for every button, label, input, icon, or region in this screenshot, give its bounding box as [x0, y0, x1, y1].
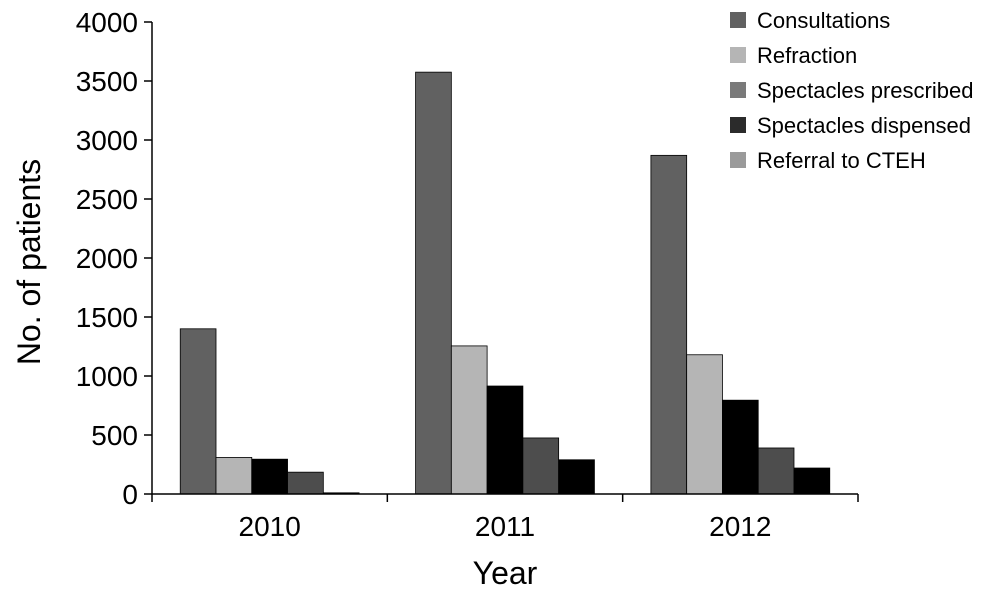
y-tick-label: 1000 — [76, 361, 138, 392]
bars — [179, 71, 831, 495]
legend-swatch — [730, 117, 746, 133]
y-tick-label: 2500 — [76, 184, 138, 215]
bar-refraction-2011 — [450, 345, 488, 495]
legend-label: Referral to CTEH — [757, 148, 926, 173]
y-tick-label: 3500 — [76, 66, 138, 97]
legend-label: Spectacles prescribed — [757, 78, 973, 103]
bar-consultations-2010 — [179, 328, 217, 495]
bar-consultations-2012 — [650, 154, 688, 495]
y-tick-label: 4000 — [76, 7, 138, 38]
y-tick-label: 3000 — [76, 125, 138, 156]
legend-swatch — [730, 12, 746, 28]
legend-swatch — [730, 152, 746, 168]
y-axis-title: No. of patients — [11, 159, 47, 365]
bar-referral-to-cteh-2011 — [558, 459, 595, 495]
bar-spectacles-dispensed-2011 — [522, 437, 560, 495]
y-tick-label: 2000 — [76, 243, 138, 274]
bar-spectacles-prescribed-2012 — [722, 399, 759, 495]
bar-spectacles-dispensed-2010 — [287, 471, 324, 495]
bar-spectacles-dispensed-2012 — [757, 447, 795, 495]
legend-label: Refraction — [757, 43, 857, 68]
legend-swatch — [730, 82, 746, 98]
x-axis-title: Year — [473, 555, 538, 590]
y-axis-ticks: 0 500 1000 1500 2000 2500 3000 3500 4000 — [76, 7, 152, 510]
bar-referral-to-cteh-2012 — [793, 467, 831, 495]
legend-swatch — [730, 47, 746, 63]
bar-consultations-2011 — [415, 71, 452, 495]
x-axis-ticks: 2010 2011 2012 — [151, 494, 859, 542]
bar-refraction-2012 — [686, 354, 723, 495]
x-tick-label: 2010 — [239, 511, 301, 542]
legend-label: Consultations — [757, 8, 890, 33]
legend-label: Spectacles dispensed — [757, 113, 971, 138]
legend: Consultations Refraction Spectacles prescr… — [730, 8, 973, 173]
bar-spectacles-prescribed-2010 — [251, 458, 288, 495]
y-tick-label: 1500 — [76, 302, 138, 333]
x-tick-label: 2012 — [709, 511, 771, 542]
x-tick-label: 2011 — [475, 511, 535, 542]
bar-refraction-2010 — [215, 457, 253, 495]
y-tick-label: 0 — [122, 479, 138, 510]
bar-spectacles-prescribed-2011 — [486, 385, 524, 495]
y-tick-label: 500 — [91, 420, 138, 451]
